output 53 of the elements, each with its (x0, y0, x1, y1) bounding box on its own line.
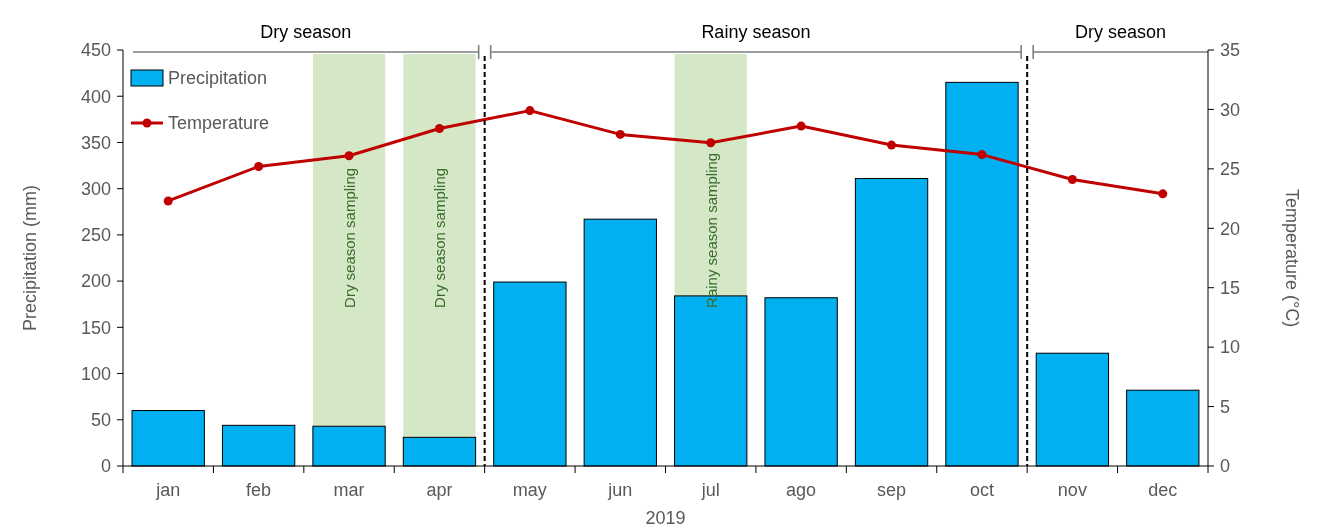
point (796, 121, 806, 131)
point (615, 129, 625, 139)
text: Rainy season (701, 22, 811, 42)
legend-label: Precipitation (168, 68, 268, 89)
x-tick-label: apr (426, 480, 453, 500)
x-tick-label: jun (607, 480, 633, 500)
y-tick-label: 450 (80, 40, 111, 61)
point (887, 140, 897, 150)
point (163, 196, 173, 206)
point (344, 151, 354, 161)
y2-tick-label: 25 (1220, 159, 1241, 180)
y2-axis-title: Temperature (°C) (1282, 188, 1302, 328)
point (977, 150, 987, 160)
band-label: Dry season sampling (341, 167, 359, 308)
y-tick-label: 150 (80, 317, 111, 338)
x-tick-label: feb (246, 480, 272, 500)
y2-tick-label: 10 (1220, 337, 1241, 358)
point (706, 138, 716, 148)
x-tick-label: may (512, 480, 547, 500)
point (1067, 175, 1077, 185)
y2-tick-label: 5 (1220, 396, 1231, 417)
point (525, 106, 535, 116)
y-tick-label: 300 (80, 178, 111, 199)
y2-tick-label: 15 (1220, 278, 1241, 299)
x-tick-label: jul (700, 480, 720, 500)
y-tick-label: 250 (80, 225, 111, 246)
band-label: Rainy season sampling (702, 152, 720, 308)
y2-tick-label: 20 (1220, 218, 1241, 239)
text: Dry season (1075, 22, 1167, 42)
x-tick-label: jan (155, 480, 181, 500)
x-tick-label: sep (877, 480, 907, 500)
y-tick-label: 50 (90, 410, 111, 431)
y-tick-label: 200 (80, 271, 111, 292)
x-tick-label: oct (969, 480, 994, 500)
band-label: Dry season sampling (431, 167, 449, 308)
y-tick-label: 100 (80, 363, 111, 384)
y2-tick-label: 0 (1220, 456, 1231, 477)
point (254, 161, 264, 171)
text: Dry season (260, 22, 352, 42)
y-tick-label: 0 (100, 456, 111, 477)
legend-label: Temperature (168, 113, 270, 134)
point (434, 123, 444, 133)
y2-tick-label: 35 (1220, 40, 1241, 61)
y2-tick-label: 30 (1220, 99, 1241, 120)
x-tick-label: mar (333, 480, 365, 500)
x-axis-title: 2019 (645, 508, 686, 528)
point (1158, 189, 1168, 199)
y-tick-label: 350 (80, 132, 111, 153)
y-tick-label: 400 (80, 86, 111, 107)
x-tick-label: nov (1057, 480, 1087, 500)
y-axis-title: Precipitation (mm) (20, 184, 40, 332)
x-tick-label: ago (786, 480, 817, 500)
x-tick-label: dec (1148, 480, 1178, 500)
